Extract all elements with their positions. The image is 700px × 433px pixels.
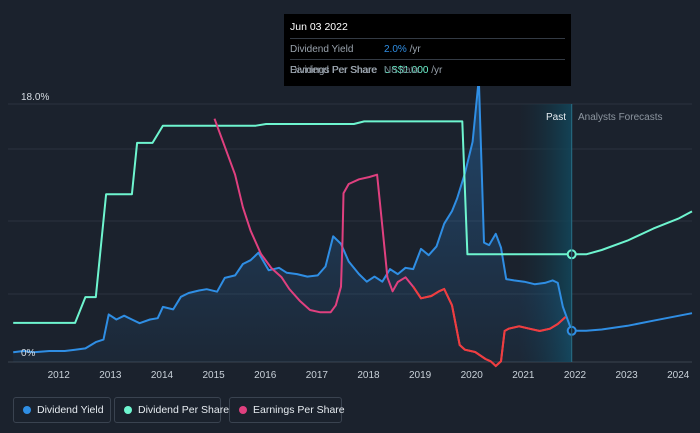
y-axis-bottom-label: 0% <box>21 348 36 359</box>
tooltip-unit: /yr <box>428 65 443 76</box>
legend-dividend-per-share[interactable]: Dividend Per Share <box>114 397 229 423</box>
tooltip: Jun 03 2022 Dividend Yield 2.0% /yr Divi… <box>284 14 571 86</box>
legend-dot <box>124 406 132 414</box>
x-tick-label: 2015 <box>202 370 225 381</box>
legend-label: Dividend Per Share <box>138 404 230 416</box>
x-tick-label: 2013 <box>99 370 122 381</box>
tooltip-label: Dividend Yield <box>290 44 354 55</box>
x-tick-label: 2018 <box>357 370 380 381</box>
x-tick-label: 2017 <box>306 370 329 381</box>
legend-earnings-per-share[interactable]: Earnings Per Share <box>229 397 345 423</box>
tooltip-value: No data <box>384 65 420 76</box>
tooltip-row-dividend-yield: Dividend Yield 2.0% /yr <box>290 44 565 58</box>
x-tick-label: 2021 <box>512 370 535 381</box>
tooltip-row-dividend-per-share: Dividend Per Share US$1.000 /yr <box>290 65 565 79</box>
tooltip-value: US$1.000 <box>384 65 429 76</box>
x-tick-label: 2024 <box>667 370 690 381</box>
tooltip-date: Jun 03 2022 <box>290 21 348 33</box>
y-axis-top-label: 18.0% <box>21 92 50 103</box>
legend-label: Earnings Per Share <box>253 404 345 416</box>
x-tick-label: 2016 <box>254 370 277 381</box>
forecast-label: Analysts Forecasts <box>578 112 663 123</box>
legend-dividend-yield[interactable]: Dividend Yield <box>13 397 111 423</box>
x-tick-label: 2014 <box>151 370 174 381</box>
dividend-yield-line <box>13 77 693 354</box>
x-tick-label: 2020 <box>461 370 484 381</box>
x-tick-label: 2023 <box>615 370 638 381</box>
tooltip-unit: /yr <box>406 44 421 55</box>
legend-label: Dividend Yield <box>37 404 104 416</box>
x-tick-label: 2022 <box>564 370 587 381</box>
x-axis: 2012 2013 2014 2015 2016 2017 2018 2019 2020 2021… <box>48 370 690 381</box>
tooltip-value: 2.0% <box>384 44 407 55</box>
tooltip-label: Dividend Per Share <box>290 65 377 76</box>
past-label: Past <box>546 112 567 123</box>
tooltip-label: Earnings Per Share <box>290 65 378 76</box>
dividend-yield-area <box>13 78 572 363</box>
legend-dot <box>23 406 31 414</box>
x-tick-label: 2012 <box>48 370 71 381</box>
earnings-per-share-negative-segment <box>412 286 567 368</box>
tooltip-row-earnings-per-share: Earnings Per Share No data <box>290 65 565 79</box>
legend-dot <box>239 406 247 414</box>
x-tick-label: 2019 <box>409 370 432 381</box>
